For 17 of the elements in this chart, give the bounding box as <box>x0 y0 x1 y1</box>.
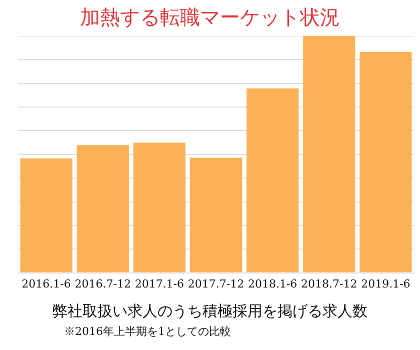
x-axis-title: 弊社取扱い求人のうち積極採用を掲げる求人数 <box>52 302 368 321</box>
bar <box>303 36 356 272</box>
x-tick-label: 2016.7-12 <box>74 277 131 290</box>
bar <box>76 145 129 272</box>
bar <box>20 158 72 272</box>
x-tick-label: 2018.7-12 <box>301 277 358 290</box>
text: ※2016年上半期を1としての比較 <box>64 324 231 339</box>
x-tick-label: 2019.1-6 <box>361 277 410 290</box>
x-tick-label: 2018.1-6 <box>248 277 298 290</box>
bar <box>133 142 186 272</box>
x-tick-label: 2017.1-6 <box>134 277 184 290</box>
bar <box>246 88 299 272</box>
bar <box>190 158 242 272</box>
x-tick-label: 2017.7-12 <box>188 277 244 290</box>
bar <box>360 52 412 272</box>
chart-title: 加熱する転職マーケット状況 <box>79 4 341 31</box>
x-tick-label: 2016.1-6 <box>22 277 71 290</box>
